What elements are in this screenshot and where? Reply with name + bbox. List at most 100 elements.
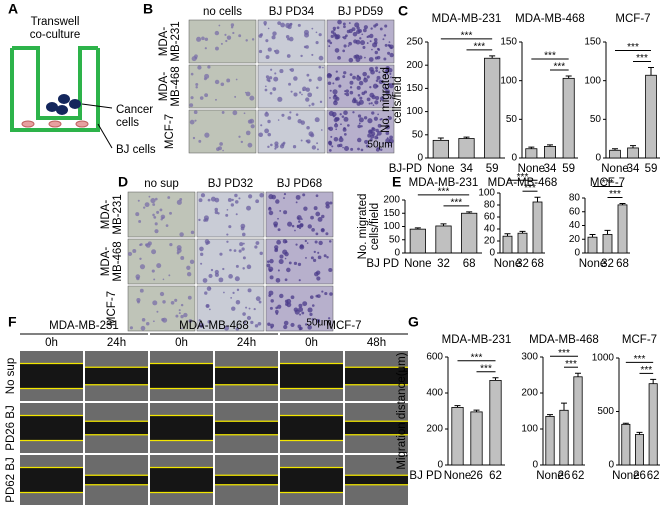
error-bar xyxy=(630,145,636,148)
error-bar xyxy=(575,372,581,377)
cell-spot xyxy=(152,300,158,306)
row-label: MB-468 xyxy=(170,66,182,106)
bar xyxy=(545,415,555,466)
x-tick-label: 32 xyxy=(437,258,450,270)
y-tick-label: 50 xyxy=(506,114,518,125)
cell-spot xyxy=(238,34,242,38)
cell-spot xyxy=(388,83,394,89)
cell-spot xyxy=(229,248,232,252)
cell-spot xyxy=(180,255,185,260)
cell-spot xyxy=(242,267,245,270)
cell-spot xyxy=(288,261,292,265)
cell-spot xyxy=(389,72,392,75)
cell-spot xyxy=(297,119,302,124)
cell-spot xyxy=(247,119,253,124)
cell-spot xyxy=(273,223,278,228)
image xyxy=(127,191,196,238)
error-bar xyxy=(414,227,421,230)
cell-spot xyxy=(316,276,321,281)
cell-spot xyxy=(376,75,381,80)
cell-spot xyxy=(349,80,354,85)
cell-spot xyxy=(162,278,165,281)
cell-spot xyxy=(297,217,300,220)
cell xyxy=(21,120,35,128)
cell-spot xyxy=(265,39,269,43)
cell-spot xyxy=(311,27,314,30)
cell-spot xyxy=(267,145,270,149)
cell-spot xyxy=(234,95,237,98)
cell-spot xyxy=(385,124,391,130)
cell-spot xyxy=(217,212,220,215)
cell-spot xyxy=(242,232,246,237)
cell-spot xyxy=(363,28,367,33)
cell-layer xyxy=(280,492,343,505)
cell-spot xyxy=(235,78,238,81)
x-tick-label: None xyxy=(427,163,455,175)
cell-spot xyxy=(245,39,248,42)
cell-spot xyxy=(329,143,332,146)
cell-spot xyxy=(388,116,392,120)
x-tick-label: None xyxy=(579,258,607,270)
cell-spot xyxy=(343,71,347,75)
cell-spot xyxy=(220,82,225,87)
cell-spot xyxy=(311,102,315,106)
cell-spot xyxy=(214,272,219,277)
y-tick-label: 50 xyxy=(590,114,602,125)
cell-spot xyxy=(328,240,332,243)
cell-spot xyxy=(200,324,204,328)
cell-spot xyxy=(283,324,288,330)
cell-spot xyxy=(226,233,229,236)
cell-spot xyxy=(207,319,212,324)
cell-spot xyxy=(316,86,319,89)
cell-spot xyxy=(371,48,373,51)
cell-spot xyxy=(288,82,292,86)
cell-spot xyxy=(272,31,277,36)
y-tick-label: 150 xyxy=(383,208,400,219)
cell-spot xyxy=(181,327,183,330)
cell-spot xyxy=(318,240,323,246)
cell-spot xyxy=(232,110,238,116)
cell-layer xyxy=(345,403,408,422)
x-tick-label: 62 xyxy=(489,470,502,482)
cell-spot xyxy=(326,256,329,259)
cell-spot xyxy=(258,300,262,304)
cell-spot xyxy=(305,87,310,92)
cell-spot xyxy=(303,206,308,211)
significance-label: *** xyxy=(524,183,536,194)
cell-spot xyxy=(147,241,152,246)
cell-spot xyxy=(369,66,374,72)
cell-spot xyxy=(266,260,270,264)
diagram-label: cells xyxy=(116,117,139,129)
y-tick-label: 0 xyxy=(489,248,495,259)
cell-spot xyxy=(297,262,302,267)
error-bar xyxy=(612,148,618,151)
cell-spot xyxy=(238,197,241,200)
cell-spot xyxy=(311,318,315,321)
cell-spot xyxy=(294,229,296,232)
column-label: no cells xyxy=(203,6,242,18)
cell-spot xyxy=(357,137,362,143)
y-tick-label: 20 xyxy=(569,234,581,245)
cell-spot xyxy=(233,249,237,252)
cell-spot xyxy=(230,26,234,29)
cell-spot xyxy=(209,287,212,289)
column-label: BJ PD32 xyxy=(208,178,253,190)
bar xyxy=(435,225,452,254)
cell-spot xyxy=(263,21,267,25)
cell-spot xyxy=(389,52,394,58)
panel-label: F xyxy=(8,314,17,330)
cell-spot xyxy=(300,139,303,142)
cell-spot xyxy=(195,86,198,89)
cell-spot xyxy=(361,33,364,36)
cell-spot xyxy=(358,117,364,123)
cell-spot xyxy=(311,304,315,307)
cell-spot xyxy=(342,75,346,79)
cell-spot xyxy=(144,202,150,208)
cell-spot xyxy=(337,19,342,25)
cell-spot xyxy=(301,311,305,315)
cell-spot xyxy=(267,27,270,30)
y-tick-label: 80 xyxy=(484,200,496,211)
cell-spot xyxy=(353,99,358,104)
cell-spot xyxy=(317,76,323,82)
cell-spot xyxy=(358,99,364,105)
